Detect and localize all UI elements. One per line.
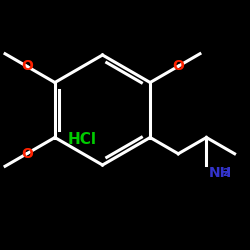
Text: O: O xyxy=(172,59,184,73)
Text: 2: 2 xyxy=(223,168,230,178)
Text: NH: NH xyxy=(208,166,232,180)
Text: O: O xyxy=(21,59,33,73)
Text: HCl: HCl xyxy=(68,132,97,148)
Text: O: O xyxy=(21,147,33,161)
